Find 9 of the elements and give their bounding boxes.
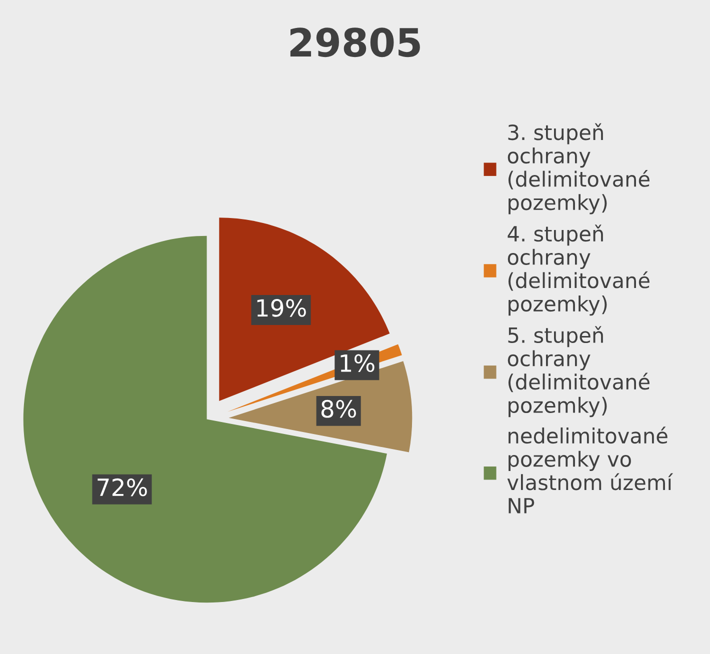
legend-label: 5. stupeň ochrany (delimitované pozemky) — [508, 326, 650, 418]
data-label: 8% — [321, 400, 356, 418]
legend-label: 4. stupeň ochrany (delimitované pozemky) — [508, 224, 650, 316]
legend-label: nedelimitované pozemky vo vlastnom území NP — [507, 426, 674, 514]
data-label: 19% — [257, 299, 306, 317]
legend-label: 3. stupeň ochrany (delimitované pozemky) — [508, 123, 650, 214]
data-label: 72% — [98, 478, 147, 496]
chart-title: 29805 — [290, 28, 420, 58]
data-label: 1% — [340, 354, 374, 372]
